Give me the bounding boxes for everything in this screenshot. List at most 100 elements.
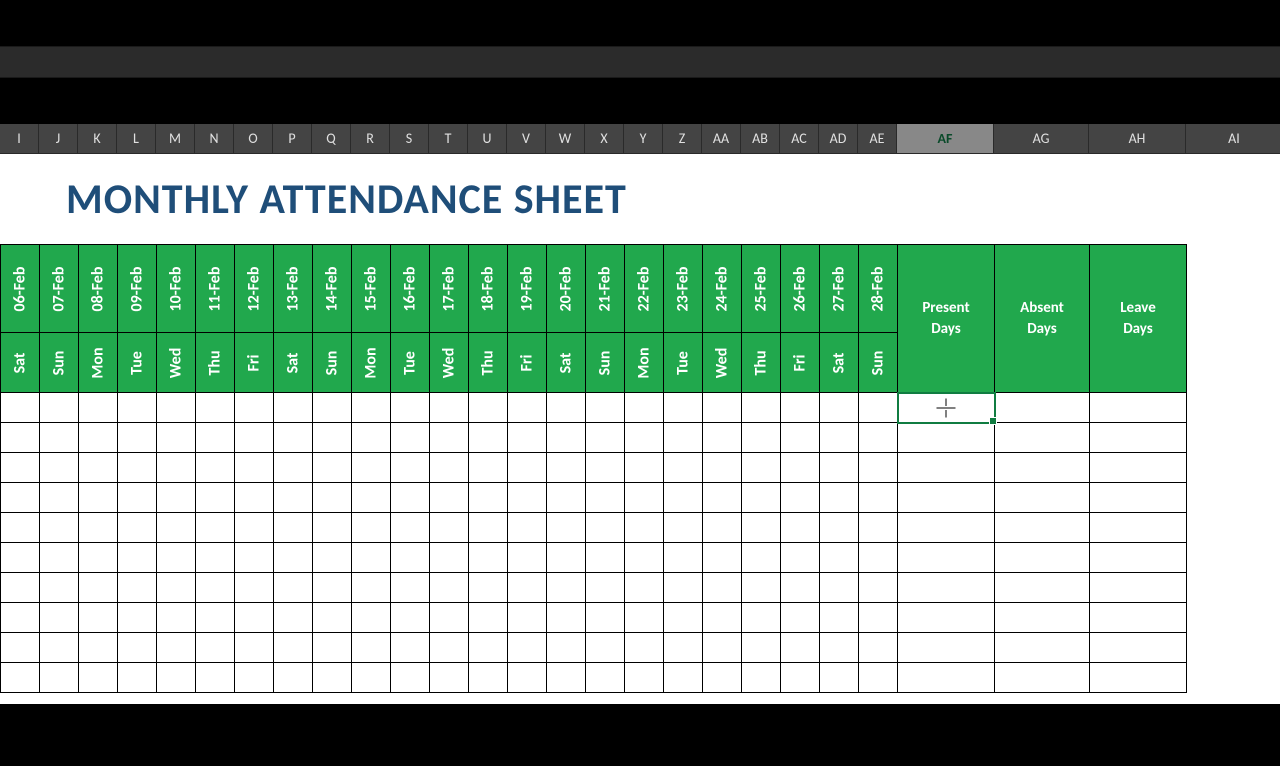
cell[interactable] bbox=[274, 543, 313, 573]
cell[interactable] bbox=[625, 633, 664, 663]
cell[interactable] bbox=[469, 633, 508, 663]
cell[interactable] bbox=[547, 663, 586, 693]
cell[interactable] bbox=[664, 543, 703, 573]
date-header[interactable]: 08-Feb bbox=[79, 245, 118, 333]
cell[interactable] bbox=[79, 573, 118, 603]
dow-header[interactable]: Fri bbox=[235, 333, 274, 393]
cell[interactable] bbox=[313, 633, 352, 663]
date-header[interactable]: 12-Feb bbox=[235, 245, 274, 333]
cell[interactable] bbox=[508, 453, 547, 483]
cell[interactable] bbox=[391, 453, 430, 483]
cell[interactable] bbox=[235, 423, 274, 453]
cell[interactable] bbox=[703, 633, 742, 663]
cell[interactable] bbox=[352, 423, 391, 453]
col-header-Q[interactable]: Q bbox=[312, 124, 351, 154]
cell[interactable] bbox=[274, 453, 313, 483]
cell[interactable] bbox=[469, 423, 508, 453]
cell[interactable] bbox=[430, 393, 469, 423]
cell[interactable] bbox=[1090, 603, 1187, 633]
cell[interactable] bbox=[352, 603, 391, 633]
cell[interactable] bbox=[898, 513, 995, 543]
cell[interactable] bbox=[742, 513, 781, 543]
dow-header[interactable]: Mon bbox=[79, 333, 118, 393]
cell[interactable] bbox=[859, 513, 898, 543]
col-header-L[interactable]: L bbox=[117, 124, 156, 154]
cell[interactable] bbox=[625, 573, 664, 603]
cell[interactable] bbox=[859, 453, 898, 483]
worksheet-area[interactable]: MONTHLY ATTENDANCE SHEET 06-Feb07-Feb08-… bbox=[0, 154, 1280, 704]
cell[interactable] bbox=[586, 423, 625, 453]
cell[interactable] bbox=[586, 663, 625, 693]
dow-header[interactable]: Mon bbox=[625, 333, 664, 393]
cell[interactable] bbox=[40, 513, 79, 543]
col-header-I[interactable]: I bbox=[0, 124, 39, 154]
cell[interactable] bbox=[313, 663, 352, 693]
cell[interactable] bbox=[664, 393, 703, 423]
cell[interactable] bbox=[391, 543, 430, 573]
cell[interactable] bbox=[508, 663, 547, 693]
dow-header[interactable]: Sun bbox=[313, 333, 352, 393]
col-header-O[interactable]: O bbox=[234, 124, 273, 154]
col-header-S[interactable]: S bbox=[390, 124, 429, 154]
cell[interactable] bbox=[352, 543, 391, 573]
cell[interactable] bbox=[703, 393, 742, 423]
cell[interactable] bbox=[781, 633, 820, 663]
cell[interactable] bbox=[742, 543, 781, 573]
cell[interactable] bbox=[469, 663, 508, 693]
cell[interactable] bbox=[703, 573, 742, 603]
cell[interactable] bbox=[781, 513, 820, 543]
cell[interactable] bbox=[703, 423, 742, 453]
cell[interactable] bbox=[586, 603, 625, 633]
cell[interactable] bbox=[430, 543, 469, 573]
cell[interactable] bbox=[196, 663, 235, 693]
cell[interactable] bbox=[742, 423, 781, 453]
cell[interactable] bbox=[1, 483, 40, 513]
cell[interactable] bbox=[508, 393, 547, 423]
cell[interactable] bbox=[625, 393, 664, 423]
cell[interactable] bbox=[859, 603, 898, 633]
cell[interactable] bbox=[859, 573, 898, 603]
cell[interactable] bbox=[235, 633, 274, 663]
dow-header[interactable]: Thu bbox=[742, 333, 781, 393]
cell[interactable] bbox=[898, 603, 995, 633]
date-header[interactable]: 13-Feb bbox=[274, 245, 313, 333]
cell[interactable] bbox=[469, 603, 508, 633]
col-header-U[interactable]: U bbox=[468, 124, 507, 154]
cell[interactable] bbox=[995, 663, 1090, 693]
cell[interactable] bbox=[547, 453, 586, 483]
cell[interactable] bbox=[40, 453, 79, 483]
col-header-X[interactable]: X bbox=[585, 124, 624, 154]
cell[interactable] bbox=[508, 633, 547, 663]
cell[interactable] bbox=[196, 423, 235, 453]
cell[interactable] bbox=[313, 453, 352, 483]
cell[interactable] bbox=[196, 513, 235, 543]
dow-header[interactable]: Mon bbox=[352, 333, 391, 393]
cell[interactable] bbox=[1090, 393, 1187, 423]
cell[interactable] bbox=[586, 633, 625, 663]
cell[interactable] bbox=[703, 483, 742, 513]
cell[interactable] bbox=[781, 663, 820, 693]
dow-header[interactable]: Wed bbox=[703, 333, 742, 393]
cell[interactable] bbox=[508, 483, 547, 513]
cell[interactable] bbox=[469, 483, 508, 513]
cell[interactable] bbox=[586, 453, 625, 483]
cell[interactable] bbox=[79, 513, 118, 543]
cell[interactable] bbox=[898, 663, 995, 693]
dow-header[interactable]: Sun bbox=[859, 333, 898, 393]
cell[interactable] bbox=[742, 453, 781, 483]
col-header-AD[interactable]: AD bbox=[819, 124, 858, 154]
cell[interactable] bbox=[391, 573, 430, 603]
cell[interactable] bbox=[664, 573, 703, 603]
cell[interactable] bbox=[79, 483, 118, 513]
cell[interactable] bbox=[586, 393, 625, 423]
cell[interactable] bbox=[781, 603, 820, 633]
cell[interactable] bbox=[625, 543, 664, 573]
cell[interactable] bbox=[1090, 453, 1187, 483]
dow-header[interactable]: Sat bbox=[547, 333, 586, 393]
cell[interactable] bbox=[508, 603, 547, 633]
cell[interactable] bbox=[274, 393, 313, 423]
cell[interactable] bbox=[1090, 663, 1187, 693]
cell[interactable] bbox=[1090, 513, 1187, 543]
col-header-R[interactable]: R bbox=[351, 124, 390, 154]
cell[interactable] bbox=[625, 453, 664, 483]
